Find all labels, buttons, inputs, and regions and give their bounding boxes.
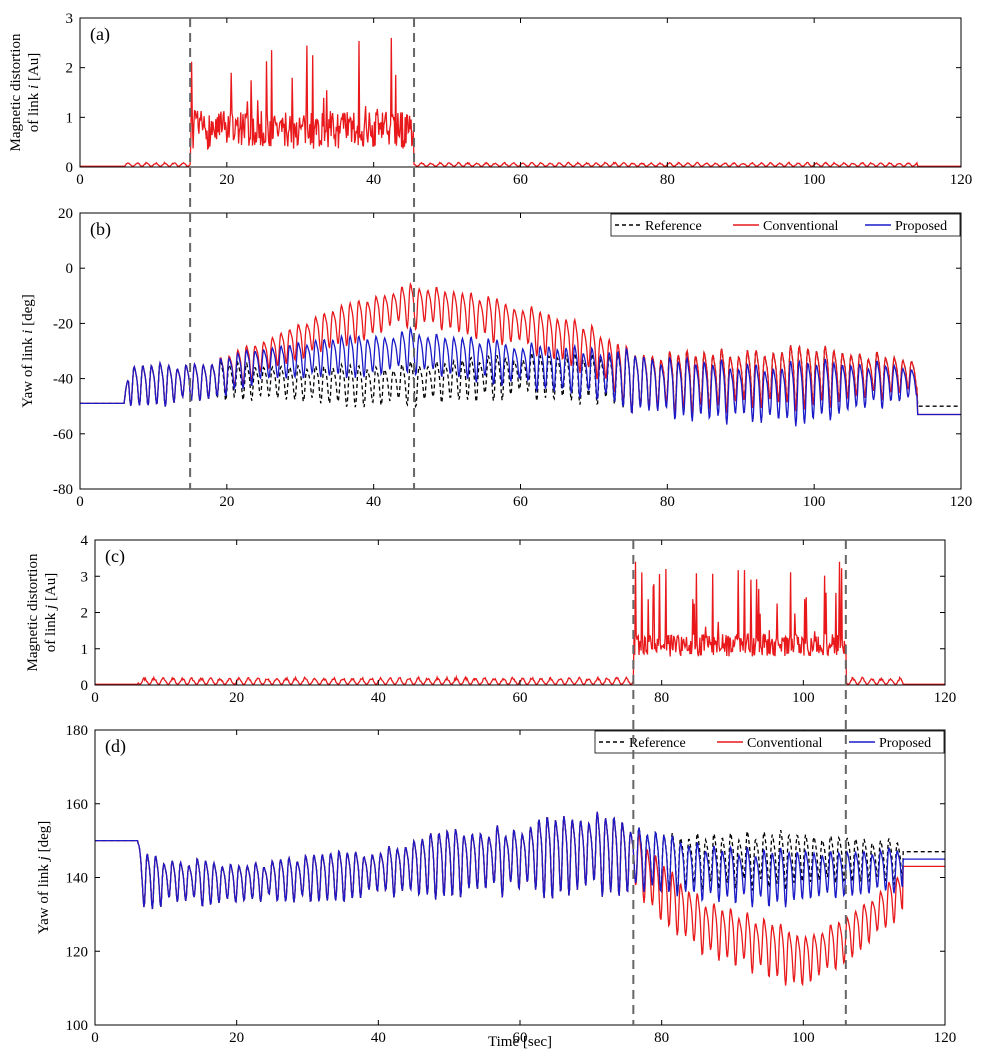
legend-item-conventional: Conventional (717, 736, 823, 751)
panel-d: 0 20 40 60 80 100 120 100 120 140 160 180 (d) Yaw of … (36, 723, 956, 1046)
y-tick-label: 140 (66, 871, 89, 887)
y-tick-label: 180 (66, 723, 89, 739)
y-tick-label: -20 (53, 316, 73, 332)
series-conventional-line (95, 561, 945, 685)
x-tick-label: 20 (219, 494, 234, 510)
x-tick-label: 100 (792, 1030, 815, 1046)
x-tick-label: 120 (950, 494, 973, 510)
x-tick-label: 120 (934, 690, 957, 706)
legend-label-reference: Reference (645, 219, 702, 234)
plot-frame (79, 212, 962, 490)
x-tick-label: 0 (91, 690, 99, 706)
legend-item-proposed: Proposed (865, 219, 947, 234)
panel-label: (a) (90, 24, 110, 45)
legend-label-proposed: Proposed (895, 219, 947, 234)
y-axis-title: Yaw of link j [deg] (36, 821, 52, 934)
y-tick-label: 2 (81, 606, 89, 622)
y-tick-label: -60 (53, 427, 73, 443)
x-tick-label: 80 (660, 494, 675, 510)
plot-frame (94, 539, 946, 686)
series-proposed-line (95, 811, 945, 910)
panel-label: (b) (90, 219, 111, 240)
x-tick-label: 80 (654, 690, 669, 706)
y-tick-label: 4 (81, 533, 89, 549)
series-conventional-line (80, 37, 961, 167)
y-tick-label: 3 (81, 569, 89, 585)
x-tick-label: 0 (76, 172, 84, 188)
x-tick-label: 40 (371, 1030, 386, 1046)
legend-label-conventional: Conventional (763, 219, 839, 234)
y-tick-label: -40 (53, 372, 73, 388)
legend: Reference Conventional Proposed (594, 730, 945, 754)
y-tick-label: 100 (66, 1018, 89, 1034)
x-tick-label: 100 (792, 690, 815, 706)
legend-box (594, 730, 945, 754)
x-tick-label: 120 (950, 172, 973, 188)
series-group (80, 37, 961, 167)
x-tick-label: 120 (934, 1030, 957, 1046)
x-tick-label: 60 (513, 172, 528, 188)
y-tick-label: 0 (66, 261, 74, 277)
y-axis-title-line2: of link j [Au] (43, 573, 59, 653)
x-tick-label: 100 (803, 494, 826, 510)
y-tick-label: 160 (66, 797, 89, 813)
x-tick-label: 60 (513, 494, 528, 510)
legend-label-reference: Reference (629, 736, 686, 751)
x-tick-label: 20 (219, 172, 234, 188)
y-tick-label: -80 (53, 482, 73, 498)
y-tick-label: 0 (66, 160, 74, 176)
y-tick-label: 0 (81, 678, 89, 694)
y-tick-label: 120 (66, 944, 89, 960)
series-conventional-line (95, 811, 945, 987)
series-group (95, 811, 945, 987)
x-tick-label: 0 (76, 494, 84, 510)
legend-item-proposed: Proposed (849, 736, 931, 751)
panel-b: 0 20 40 60 80 100 120 -80 -60 -40 -20 0 20 (b) Yaw of … (20, 206, 972, 510)
series-proposed-line (80, 326, 961, 427)
x-tick-label: 100 (803, 172, 826, 188)
y-tick-label: 2 (66, 61, 74, 77)
y-tick-label: 3 (66, 11, 74, 27)
x-axis-title: Time [sec] (488, 1034, 552, 1050)
x-tick-label: 40 (366, 494, 381, 510)
legend-item-conventional: Conventional (733, 219, 839, 234)
x-tick-label: 0 (91, 1030, 99, 1046)
plot-frame (79, 17, 962, 168)
y-axis-title-line2: of link i [Au] (26, 53, 42, 133)
y-tick-label: 1 (66, 110, 74, 126)
x-tick-label: 20 (229, 690, 244, 706)
panel-a: 0 20 40 60 80 100 120 0 1 2 3 (a) Magnetic distortio… (8, 11, 972, 188)
legend-label-conventional: Conventional (747, 736, 823, 751)
x-tick-label: 80 (660, 172, 675, 188)
panel-label: (d) (105, 736, 126, 757)
y-tick-label: 1 (81, 642, 89, 658)
x-tick-label: 60 (513, 690, 528, 706)
legend-label-proposed: Proposed (879, 736, 931, 751)
legend: Reference Conventional Proposed (610, 213, 961, 237)
x-tick-label: 40 (366, 172, 381, 188)
legend-item-reference: Reference (615, 219, 702, 234)
y-tick-label: 20 (58, 206, 73, 222)
legend-box (610, 213, 961, 237)
y-axis-title-line1: Magnetic distortion (25, 553, 41, 671)
x-tick-label: 60 (513, 1030, 528, 1046)
x-tick-label: 80 (654, 1030, 669, 1046)
panel-c: 0 20 40 60 80 100 120 0 1 2 3 4 (c) Magnetic distorti… (25, 533, 956, 706)
series-group (95, 561, 945, 685)
panel-label: (c) (105, 546, 125, 567)
legend-item-reference: Reference (599, 736, 686, 751)
series-group (80, 281, 961, 427)
x-tick-label: 20 (229, 1030, 244, 1046)
y-axis-title: Yaw of link i [deg] (20, 294, 36, 407)
x-tick-label: 40 (371, 690, 386, 706)
y-axis-title-line1: Magnetic distortion (8, 33, 24, 151)
